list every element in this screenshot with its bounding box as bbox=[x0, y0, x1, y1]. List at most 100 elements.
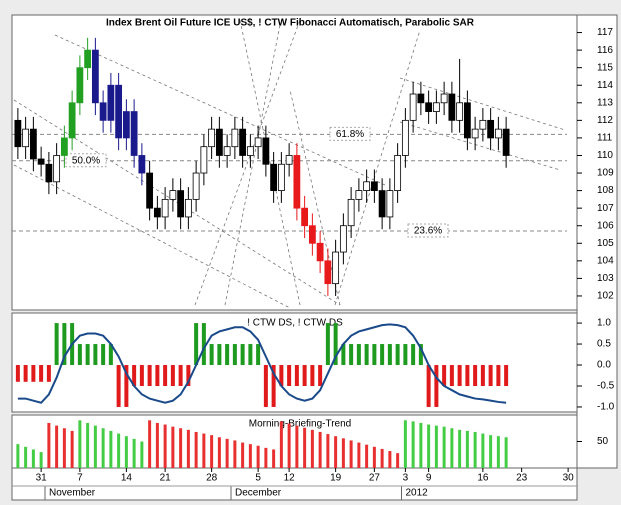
y-tick-label: 117 bbox=[597, 27, 613, 38]
bar bbox=[442, 426, 446, 468]
histogram-bar bbox=[39, 365, 44, 382]
month-label: December bbox=[235, 488, 282, 499]
trend-title: Morning-Briefing-Trend bbox=[249, 419, 351, 430]
bar bbox=[272, 449, 276, 468]
histogram-bar bbox=[15, 365, 20, 382]
histogram-bar bbox=[387, 344, 392, 366]
histogram-bar bbox=[201, 323, 206, 366]
histogram-bar bbox=[240, 344, 245, 366]
candle-body bbox=[223, 146, 231, 156]
candle-body bbox=[169, 190, 177, 200]
candle-body bbox=[122, 111, 130, 139]
histogram-bar bbox=[147, 365, 152, 386]
bar bbox=[31, 449, 35, 468]
month-label: 2012 bbox=[406, 488, 429, 499]
candle-body bbox=[456, 102, 464, 121]
bar bbox=[132, 438, 136, 468]
bar bbox=[248, 444, 252, 468]
histogram-bar bbox=[504, 365, 509, 386]
x-tick-label: 27 bbox=[369, 473, 381, 484]
histogram-bar bbox=[77, 344, 82, 366]
y-tick-label: 109 bbox=[597, 168, 614, 179]
bar bbox=[380, 448, 384, 468]
candle-body bbox=[254, 137, 262, 148]
histogram-bar bbox=[310, 365, 315, 386]
bar bbox=[481, 433, 485, 468]
histogram-bar bbox=[333, 323, 338, 366]
y-tick-label: 0.5 bbox=[597, 339, 611, 350]
histogram-bar bbox=[271, 365, 276, 407]
candle-body bbox=[386, 190, 394, 218]
candle-body bbox=[53, 155, 61, 183]
candle-body bbox=[479, 119, 487, 130]
bar bbox=[427, 424, 431, 468]
x-tick-label: 23 bbox=[516, 473, 528, 484]
bar bbox=[148, 420, 152, 468]
candle-body bbox=[277, 163, 285, 191]
histogram-bar bbox=[186, 365, 191, 386]
bar bbox=[303, 427, 307, 468]
histogram-bar bbox=[302, 365, 307, 386]
bar bbox=[101, 428, 105, 468]
histogram-bar bbox=[139, 365, 144, 386]
candle-body bbox=[107, 84, 115, 121]
candle-body bbox=[239, 128, 247, 156]
y-tick-label: 0.0 bbox=[597, 360, 611, 371]
histogram-bar bbox=[294, 365, 299, 386]
histogram-bar bbox=[93, 344, 98, 366]
month-label: November bbox=[49, 488, 96, 499]
trend-lines bbox=[13, 19, 566, 309]
histogram-bar bbox=[488, 365, 493, 386]
oscillator-title: ! CTW DS, ! CTW DS bbox=[247, 318, 343, 329]
bar bbox=[310, 429, 314, 468]
candle-body bbox=[293, 155, 301, 209]
candle-body bbox=[84, 49, 92, 69]
bar bbox=[287, 423, 291, 468]
candle-body bbox=[22, 128, 30, 148]
x-tick-label: 5 bbox=[255, 473, 261, 484]
bar bbox=[16, 444, 20, 468]
bar bbox=[388, 451, 392, 468]
y-tick-label: 107 bbox=[597, 203, 614, 214]
histogram-bar bbox=[23, 365, 28, 382]
histogram-bar bbox=[209, 344, 214, 366]
candle-body bbox=[68, 102, 76, 139]
histogram-bar bbox=[116, 365, 121, 407]
histogram-bar bbox=[31, 365, 36, 382]
y-tick-label: -1.0 bbox=[597, 402, 615, 413]
bar bbox=[256, 445, 260, 468]
candle-body bbox=[316, 242, 324, 262]
candle-body bbox=[425, 102, 433, 112]
bar bbox=[39, 452, 43, 468]
bar bbox=[124, 436, 128, 468]
candle-body bbox=[14, 119, 22, 148]
fib-label-box bbox=[65, 153, 107, 168]
bar bbox=[171, 426, 175, 468]
chart-title: Index Brent Oil Future ICE US$, ! CTW Fi… bbox=[106, 18, 475, 29]
candle-body bbox=[502, 128, 510, 156]
histogram-bar bbox=[480, 365, 485, 386]
y-tick-label: -0.5 bbox=[597, 381, 615, 392]
x-tick-label: 14 bbox=[121, 473, 133, 484]
bar bbox=[434, 425, 438, 468]
x-tick-label: 7 bbox=[77, 473, 83, 484]
candle-body bbox=[76, 67, 84, 104]
candle-body bbox=[262, 137, 270, 165]
histogram-bar bbox=[248, 344, 253, 366]
bar bbox=[357, 442, 361, 468]
histogram-bar bbox=[217, 344, 222, 366]
histogram-bar bbox=[279, 365, 284, 386]
histogram-bar bbox=[54, 323, 59, 366]
histogram-bar bbox=[418, 344, 423, 366]
candle-body bbox=[448, 93, 456, 121]
bar bbox=[210, 435, 214, 468]
histogram-bar bbox=[434, 365, 439, 407]
fib-label: 50.0% bbox=[72, 155, 100, 166]
bar bbox=[86, 422, 90, 468]
histogram-bar bbox=[496, 365, 501, 386]
histogram-bar bbox=[225, 344, 230, 366]
y-tick-label: 115 bbox=[597, 62, 613, 73]
bar bbox=[411, 421, 415, 468]
candle-body bbox=[487, 119, 495, 139]
